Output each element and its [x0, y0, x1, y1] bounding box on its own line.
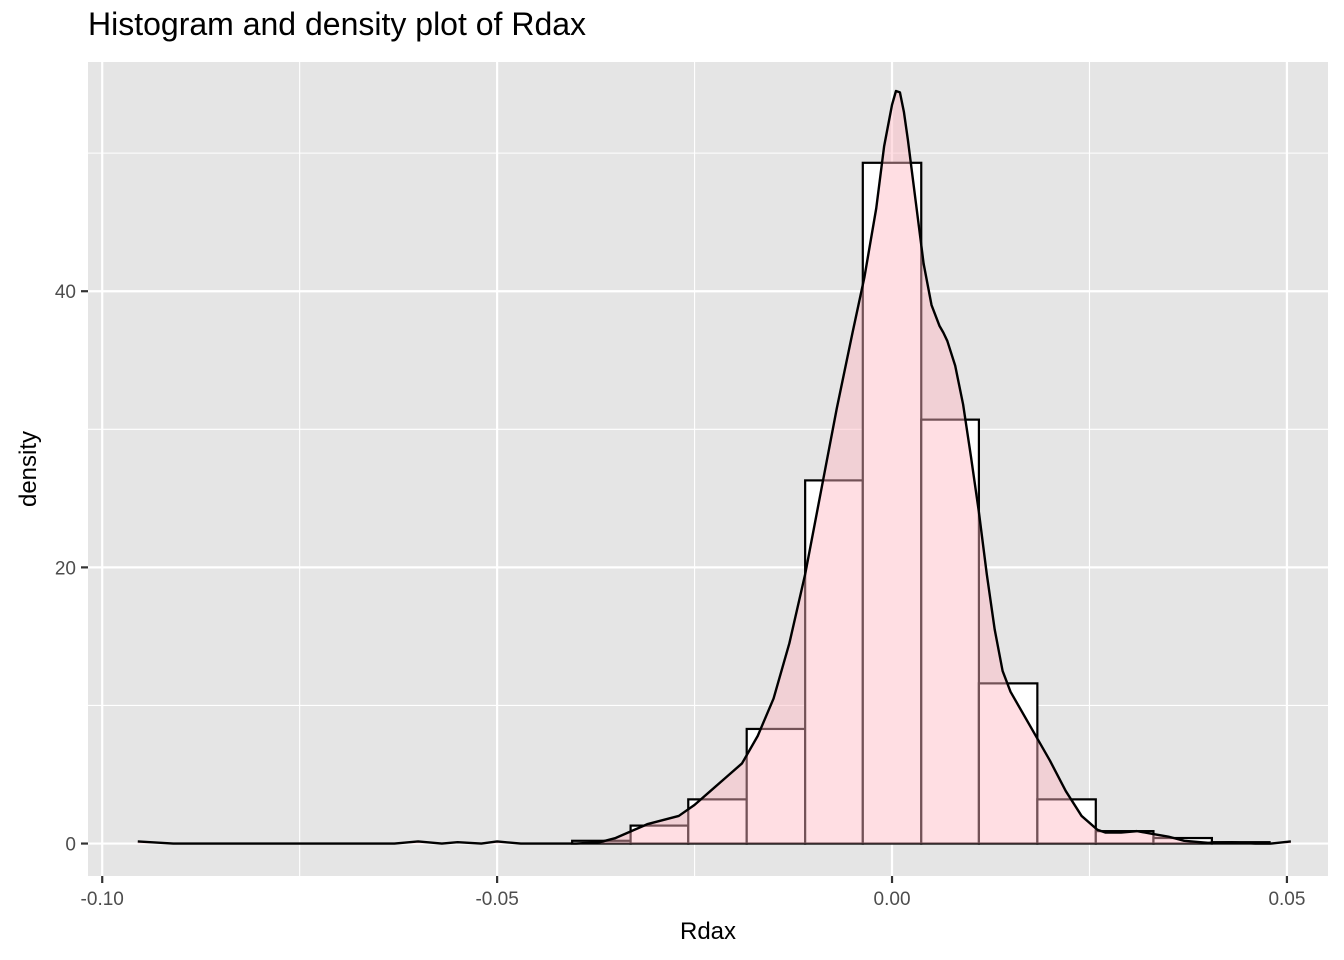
grid-minor-lines	[88, 62, 1328, 876]
x-axis-title: Rdax	[680, 918, 736, 945]
y-tick-label: 0	[65, 835, 76, 856]
x-tick-label: -0.10	[81, 889, 124, 910]
y-axis-title: density	[15, 431, 42, 507]
x-tick-label: 0.05	[1268, 889, 1305, 910]
y-tick-labels: 0 20 40	[55, 282, 76, 855]
histogram-bar	[920, 418, 981, 845]
x-tick-label: -0.05	[475, 889, 518, 910]
y-tick-label: 20	[55, 558, 76, 579]
density-line	[137, 89, 1292, 845]
histogram-bar	[745, 727, 807, 845]
plot-panel	[88, 62, 1328, 876]
histogram-bar	[861, 161, 923, 845]
x-tick-label: 0.00	[874, 889, 911, 910]
axis-ticks	[81, 290, 1289, 883]
histogram-bar	[804, 479, 864, 845]
density-layer	[137, 89, 1292, 845]
x-tick-labels: -0.10 -0.05 0.00 0.05	[81, 889, 1306, 910]
histogram-bar	[977, 682, 1039, 845]
histogram-bar	[687, 798, 748, 845]
chart-title: Histogram and density plot of Rdax	[88, 6, 587, 42]
y-tick-label: 40	[55, 282, 76, 303]
histogram-bar	[1036, 798, 1097, 845]
histogram-bars	[571, 161, 1271, 845]
